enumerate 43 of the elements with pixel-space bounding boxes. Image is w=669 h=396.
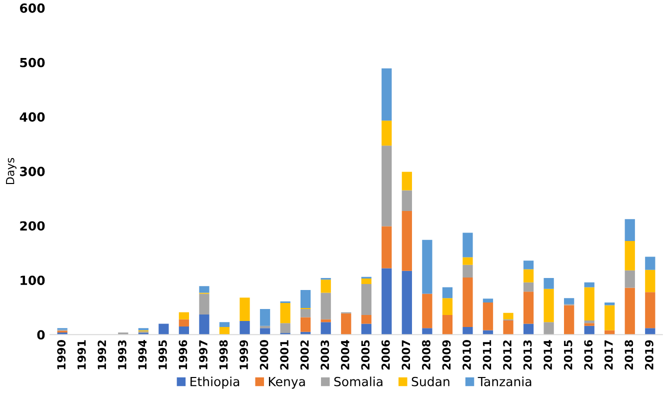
y-tick-label: 400 <box>20 112 45 122</box>
x-tick-label: 2005 <box>361 340 370 370</box>
x-tick-label: 2008 <box>422 340 430 370</box>
y-tick-label: 600 <box>20 3 45 13</box>
x-tick-label: 1995 <box>158 340 167 370</box>
x-tick-label: 2011 <box>482 340 492 370</box>
x-tick-label: 2013 <box>523 340 532 370</box>
x-tick-label: 2014 <box>544 340 552 370</box>
x-tick-label: 1994 <box>138 340 147 370</box>
x-tick-label: 2004 <box>340 340 350 370</box>
x-tick-label: 2001 <box>280 340 289 370</box>
legend-label: Somalia <box>334 376 382 386</box>
x-tick-label: 1998 <box>219 340 228 370</box>
x-tick-label: 1992 <box>98 340 106 370</box>
x-tick-label: 2007 <box>402 340 410 370</box>
x-tick-label: 2018 <box>624 340 634 370</box>
x-tick-label: 2017 <box>604 340 613 370</box>
x-tick-label: 2006 <box>381 340 390 370</box>
x-tick-label: 1993 <box>118 340 126 370</box>
x-tick-label: 1990 <box>57 340 66 370</box>
x-tick-label: 2015 <box>564 340 572 370</box>
x-tick-label: 2000 <box>260 340 268 370</box>
legend-label: Kenya <box>268 376 305 389</box>
x-tick-label: 2016 <box>584 340 593 370</box>
x-tick-label: 2010 <box>462 340 471 370</box>
x-tick-label: 2019 <box>644 340 654 370</box>
y-tick-label: 300 <box>20 166 45 176</box>
legend-label: Tanzania <box>478 376 532 386</box>
x-tick-label: 2012 <box>503 340 512 370</box>
y-tick-label: 100 <box>20 276 45 286</box>
x-tick-label: 2003 <box>320 340 330 370</box>
x-tick-label: 2009 <box>442 340 451 370</box>
x-tick-label: 1997 <box>199 340 208 370</box>
y-tick-label: 0 <box>37 330 45 340</box>
y-tick-label: 200 <box>20 221 45 231</box>
x-tick-label: 1991 <box>77 340 86 370</box>
legend-label: Ethiopia <box>190 376 240 389</box>
legend-label: Sudan <box>412 376 450 386</box>
x-tick-label: 1999 <box>240 340 248 370</box>
x-tick-label: 1996 <box>178 340 188 370</box>
x-tick-label: 2002 <box>300 340 309 370</box>
y-tick-label: 500 <box>20 58 45 68</box>
y-axis-title: Days <box>6 158 16 184</box>
